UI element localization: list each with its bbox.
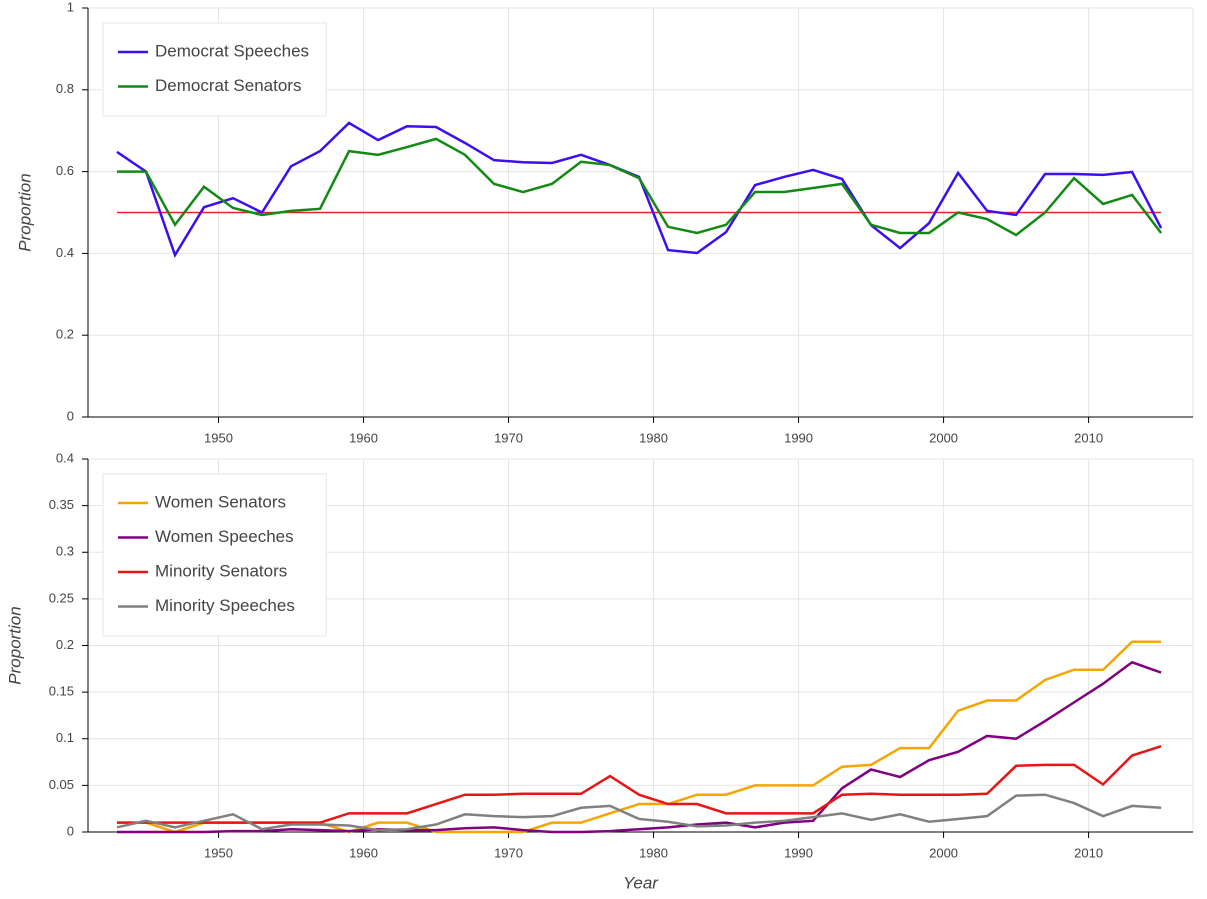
- x-tick-label: 1980: [639, 430, 668, 445]
- legend-label: Women Speeches: [155, 527, 294, 546]
- y-tick-label: 1: [67, 0, 74, 14]
- y-tick-label: 0.3: [56, 544, 74, 559]
- x-tick-label: 1960: [349, 845, 378, 860]
- legend-label: Women Senators: [155, 492, 286, 511]
- legend-label: Minority Speeches: [155, 596, 295, 615]
- y-axis-label: Proportion: [5, 606, 24, 684]
- y-tick-label: 0.2: [56, 637, 74, 652]
- x-axis-label: Year: [623, 873, 659, 892]
- x-tick-label: 2010: [1074, 430, 1103, 445]
- y-tick-label: 0.1: [56, 730, 74, 745]
- x-tick-label: 1990: [784, 845, 813, 860]
- x-tick-label: 1950: [204, 845, 233, 860]
- y-tick-label: 0: [67, 823, 74, 838]
- legend-label: Democrat Speeches: [155, 41, 309, 60]
- x-tick-label: 1960: [349, 430, 378, 445]
- y-tick-label: 0: [67, 408, 74, 423]
- series-line: [116, 121, 1163, 258]
- legend-box: [102, 473, 327, 637]
- y-tick-label: 0.6: [56, 163, 74, 178]
- x-tick-label: 2010: [1074, 845, 1103, 860]
- y-tick-label: 0.8: [56, 81, 74, 96]
- legend-label: Democrat Senators: [155, 76, 301, 95]
- y-tick-label: 0.35: [49, 497, 74, 512]
- y-tick-label: 0.05: [49, 777, 74, 792]
- y-tick-label: 0.25: [49, 590, 74, 605]
- y-tick-label: 0.4: [56, 450, 74, 465]
- x-tick-label: 1990: [784, 430, 813, 445]
- x-tick-label: 1980: [639, 845, 668, 860]
- x-tick-label: 2000: [929, 430, 958, 445]
- series-line: [117, 660, 1162, 834]
- y-tick-label: 0.15: [49, 684, 74, 699]
- series-line: [117, 745, 1162, 824]
- x-tick-label: 1950: [204, 430, 233, 445]
- x-tick-label: 1970: [494, 430, 523, 445]
- y-tick-label: 0.2: [56, 327, 74, 342]
- x-tick-label: 2000: [929, 845, 958, 860]
- legend-box: [102, 22, 327, 117]
- y-tick-label: 0.4: [56, 245, 74, 260]
- y-axis-label: Proportion: [15, 173, 34, 251]
- legend-label: Minority Senators: [155, 561, 287, 580]
- series-line: [117, 137, 1163, 237]
- series-line: [116, 793, 1162, 832]
- x-tick-label: 1970: [494, 845, 523, 860]
